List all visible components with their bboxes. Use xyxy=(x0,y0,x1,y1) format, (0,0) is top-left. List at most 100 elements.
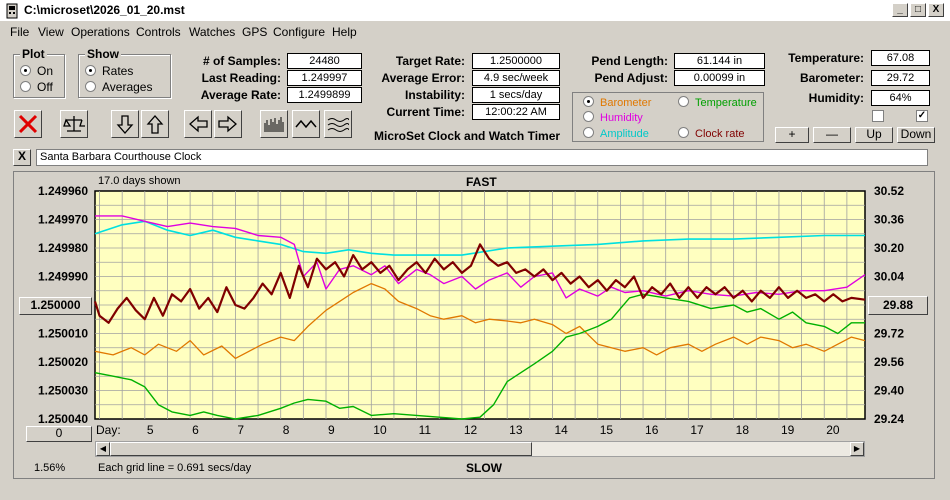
arrow-up-icon xyxy=(146,115,164,134)
menu-configure[interactable]: Configure xyxy=(273,25,326,39)
menu-watches[interactable]: Watches xyxy=(189,25,236,39)
plot-group-title: Plot xyxy=(20,47,47,61)
zero-button[interactable]: 0 xyxy=(26,426,92,442)
center-right-button[interactable]: 29.88 xyxy=(868,296,928,315)
x-tick-label: 20 xyxy=(826,423,840,437)
horizontal-scrollbar[interactable]: ◀ ▶ xyxy=(95,441,865,457)
show-rates-radio[interactable]: Rates xyxy=(85,64,133,78)
fast-label: FAST xyxy=(466,175,497,189)
instability-field: 1 secs/day xyxy=(472,87,560,103)
arrow-right-icon xyxy=(218,115,237,133)
pend-length-label: Pend Length: xyxy=(591,54,668,68)
scroll-left-arrow-icon[interactable]: ◀ xyxy=(96,442,110,456)
scale-icon xyxy=(63,116,85,132)
radio-off-icon xyxy=(583,127,594,138)
right-tick-label: 30.52 xyxy=(874,184,904,198)
menu-view[interactable]: View xyxy=(38,25,64,39)
center-left-button[interactable]: 1.250000 xyxy=(19,297,92,315)
current-time-field: 12:00:22 AM xyxy=(472,104,560,120)
average-error-field: 4.9 sec/week xyxy=(472,70,560,86)
x-tick-label: 8 xyxy=(283,423,290,437)
plot-off-radio[interactable]: Off xyxy=(20,80,53,94)
scroll-down-button[interactable] xyxy=(111,110,139,138)
scrollbar-thumb[interactable] xyxy=(110,442,532,456)
x-tick-label: 14 xyxy=(554,423,568,437)
right-tick-label: 29.72 xyxy=(874,327,904,341)
show-group-title: Show xyxy=(85,47,121,61)
app-icon xyxy=(6,3,18,19)
minimize-button[interactable]: _ xyxy=(892,3,908,17)
grid-note: Each grid line = 0.691 secs/day xyxy=(98,462,252,474)
samples-label: # of Samples: xyxy=(202,54,281,68)
pend-length-field[interactable]: 61.144 in xyxy=(674,53,765,69)
right-tick-label: 30.36 xyxy=(874,213,904,227)
option-amplitude[interactable]: Amplitude xyxy=(583,127,649,140)
average-rate-field: 1.2499899 xyxy=(287,87,362,103)
clear-note-button[interactable]: X xyxy=(13,149,31,166)
arrow-down-icon xyxy=(116,115,134,134)
plus-button[interactable]: + xyxy=(775,127,809,143)
close-window-button[interactable]: X xyxy=(928,3,944,17)
temperature-label: Temperature: xyxy=(788,51,864,65)
scroll-left-button[interactable] xyxy=(184,110,212,138)
barometer-field: 29.72 xyxy=(871,70,930,86)
current-time-label: Current Time: xyxy=(386,105,465,119)
menu-file[interactable]: File xyxy=(10,25,30,39)
option-humidity-label: Humidity xyxy=(600,112,643,124)
option-temperature[interactable]: Temperature xyxy=(678,96,757,109)
menu-controls[interactable]: Controls xyxy=(136,25,181,39)
target-rate-field[interactable]: 1.2500000 xyxy=(472,53,560,69)
plot-on-radio[interactable]: On xyxy=(20,64,53,78)
note-input[interactable]: Santa Barbara Courthouse Clock xyxy=(36,149,928,166)
grid-lines xyxy=(95,191,865,419)
x-tick-label: 12 xyxy=(464,423,478,437)
show-rates-label: Rates xyxy=(102,64,134,78)
radio-off-icon xyxy=(678,127,689,138)
multi-trace-view-button[interactable] xyxy=(324,110,352,138)
left-axis-ticks: 1.249960 1.249970 1.249980 1.249990 1.250010… xyxy=(38,184,88,426)
series-humidity xyxy=(95,215,866,299)
up-button[interactable]: Up xyxy=(855,127,893,143)
menu-help[interactable]: Help xyxy=(332,25,357,39)
menu-operations[interactable]: Operations xyxy=(71,25,130,39)
histogram-view-button[interactable] xyxy=(260,110,288,138)
left-tick-label: 1.249990 xyxy=(38,270,88,284)
scroll-right-arrow-icon[interactable]: ▶ xyxy=(850,442,864,456)
checkbox-right[interactable]: ✓ xyxy=(916,110,928,122)
option-clock-rate-label: Clock rate xyxy=(695,128,745,140)
radio-on-icon xyxy=(20,65,31,76)
series-temperature xyxy=(94,293,865,420)
pend-adjust-label: Pend Adjust: xyxy=(594,71,668,85)
checkbox-left[interactable] xyxy=(872,110,884,122)
pend-adjust-field[interactable]: 0.00099 in xyxy=(674,70,765,86)
option-temperature-label: Temperature xyxy=(695,97,757,109)
maximize-button[interactable]: □ xyxy=(910,3,926,17)
right-tick-label: 29.24 xyxy=(874,412,904,426)
arrow-left-icon xyxy=(189,115,208,133)
option-clock-rate[interactable]: Clock rate xyxy=(678,127,745,140)
right-tick-label: 29.40 xyxy=(874,384,904,398)
barometer-label: Barometer: xyxy=(799,71,864,85)
menu-gps[interactable]: GPS xyxy=(242,25,268,39)
show-averages-radio[interactable]: Averages xyxy=(85,80,152,94)
scroll-right-button[interactable] xyxy=(214,110,242,138)
percent-readout: 1.56% xyxy=(34,462,66,474)
stop-button[interactable] xyxy=(14,110,42,138)
option-humidity[interactable]: Humidity xyxy=(583,111,643,124)
left-tick-label: 1.249960 xyxy=(38,184,88,198)
radio-off-icon xyxy=(85,81,96,92)
scroll-up-button[interactable] xyxy=(141,110,169,138)
minus-button[interactable]: — xyxy=(813,127,851,143)
left-tick-label: 1.250030 xyxy=(38,384,88,398)
radio-off-icon xyxy=(678,96,689,107)
x-tick-label: 7 xyxy=(237,423,244,437)
option-barometer[interactable]: Barometer xyxy=(583,96,651,109)
plot-on-label: On xyxy=(37,64,54,78)
balance-button[interactable] xyxy=(60,110,88,138)
down-button[interactable]: Down xyxy=(897,127,935,143)
temperature-field: 67.08 xyxy=(871,50,930,66)
line-view-button[interactable] xyxy=(292,110,320,138)
right-tick-label: 30.20 xyxy=(874,241,904,255)
x-tick-label: 10 xyxy=(373,423,387,437)
